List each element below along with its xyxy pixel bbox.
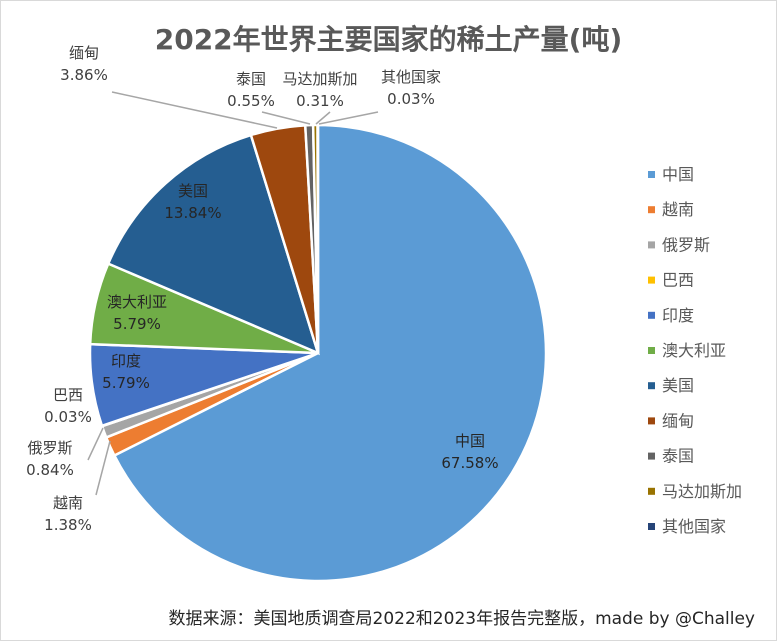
legend-label-8: 泰国 — [662, 447, 694, 466]
slice-name-label-8: 泰国 — [236, 70, 266, 88]
slice-name-label-6: 美国 — [178, 182, 208, 200]
slice-percent-label-6: 13.84% — [164, 204, 221, 222]
slice-percent-label-2: 0.84% — [26, 461, 74, 479]
slice-percent-label-1: 1.38% — [44, 516, 92, 534]
slice-name-label-5: 澳大利亚 — [107, 293, 167, 311]
legend-label-10: 其他国家 — [662, 517, 726, 536]
leader-line-8 — [261, 111, 311, 125]
pie-slice-6[interactable] — [106, 133, 320, 356]
leader-line-7 — [111, 91, 278, 129]
legend-label-2: 俄罗斯 — [662, 235, 710, 254]
slice-percent-label-0: 67.58% — [441, 454, 498, 472]
legend-swatch-7 — [648, 417, 655, 425]
leader-line-10 — [318, 111, 379, 125]
legend-swatch-10 — [648, 523, 655, 530]
slice-name-label-9: 马达加斯加 — [282, 70, 357, 88]
leader-line-1 — [95, 440, 111, 496]
legend-swatch-9 — [648, 487, 655, 495]
slice-percent-label-9: 0.31% — [296, 92, 344, 110]
slice-name-label-7: 缅甸 — [69, 44, 99, 62]
legend-label-4: 印度 — [662, 306, 694, 325]
slice-percent-label-3: 0.03% — [44, 408, 92, 426]
slice-percent-label-7: 3.86% — [60, 66, 108, 84]
leader-line-9 — [315, 111, 331, 125]
legend-swatch-3 — [648, 276, 655, 284]
slice-name-label-10: 其他国家 — [381, 68, 441, 86]
slice-name-label-1: 越南 — [53, 494, 83, 512]
slice-percent-label-4: 5.79% — [102, 374, 150, 392]
legend-swatch-4 — [648, 311, 655, 319]
leader-line-2 — [87, 427, 104, 461]
chart-title: 2022年世界主要国家的稀土产量(吨) — [154, 23, 623, 56]
slice-percent-label-5: 5.79% — [113, 315, 161, 333]
slice-name-label-4: 印度 — [111, 352, 141, 370]
legend-label-3: 巴西 — [662, 271, 694, 290]
legend-swatch-0 — [648, 171, 655, 178]
slice-name-label-0: 中国 — [455, 432, 485, 450]
pie-slice-0[interactable] — [112, 123, 548, 583]
slice-name-label-3: 巴西 — [53, 386, 83, 404]
slice-percent-label-8: 0.55% — [227, 92, 275, 110]
legend-swatch-1 — [648, 206, 655, 214]
legend-label-9: 马达加斯加 — [662, 482, 742, 501]
legend-label-5: 澳大利亚 — [662, 341, 726, 360]
legend-swatch-2 — [648, 241, 655, 249]
legend-label-6: 美国 — [662, 376, 694, 395]
legend-swatch-8 — [648, 452, 655, 460]
legend-label-1: 越南 — [662, 200, 694, 219]
legend-label-0: 中国 — [662, 165, 694, 184]
chart-footer: 数据来源：美国地质调查局2022和2023年报告完整版，made by @Cha… — [168, 609, 755, 629]
legend-swatch-5 — [648, 347, 655, 354]
slice-name-label-2: 俄罗斯 — [27, 439, 72, 457]
slice-percent-label-10: 0.03% — [387, 90, 435, 108]
legend-swatch-6 — [648, 382, 655, 390]
legend-label-7: 缅甸 — [662, 411, 694, 430]
